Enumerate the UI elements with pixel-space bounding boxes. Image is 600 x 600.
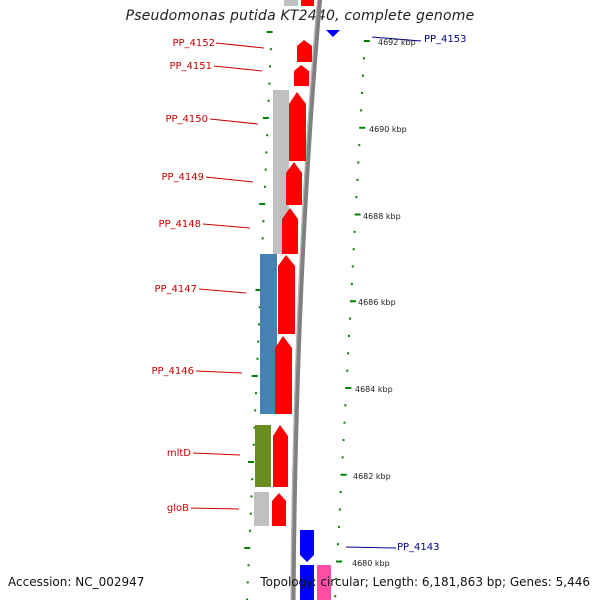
gene-arrow-pp-4147 <box>278 255 295 334</box>
gene-label[interactable]: PP_4146 <box>151 366 194 377</box>
connector-pp-4149 <box>205 176 254 183</box>
connector-pp-4150 <box>209 118 259 125</box>
gene-label[interactable]: PP_4152 <box>172 38 215 49</box>
scale-label: 4684 kbp <box>355 385 393 394</box>
gene-label[interactable]: PP_4153 <box>424 34 467 45</box>
cog-bar-grey <box>284 0 298 6</box>
gene-label[interactable]: PP_4150 <box>165 114 208 125</box>
scale-label: 4682 kbp <box>353 472 391 481</box>
connector-mltd <box>192 452 241 456</box>
gene-fragment-blue <box>300 565 314 600</box>
gene-arrow-pp-4146 <box>275 336 292 414</box>
gene-label[interactable]: PP_4143 <box>397 542 440 553</box>
scale-label: 4680 kbp <box>352 559 390 568</box>
gene-arrow-pp-4152 <box>297 40 312 62</box>
cog-bar-green <box>255 425 271 487</box>
gene-arrow-pp-4149 <box>286 162 302 205</box>
topology-text: Topology: circular; Length: 6,181,863 bp… <box>260 575 590 589</box>
connector-pp-4148 <box>202 223 251 229</box>
gene-label[interactable]: PP_4151 <box>169 61 212 72</box>
connector-glob <box>190 507 240 510</box>
scale-label: 4688 kbp <box>363 212 401 221</box>
scale-label: 4690 kbp <box>369 125 407 134</box>
connector-pp-4151 <box>213 65 263 72</box>
cog-bar-grey <box>273 90 289 254</box>
gene-arrow-pp-4148 <box>282 208 298 254</box>
gene-arrow-mltd <box>273 425 288 487</box>
map-title: Pseudomonas putida KT2440, complete geno… <box>125 8 475 24</box>
scale-label: 4692 kbp <box>378 38 416 47</box>
connector-pp-4147 <box>198 288 247 294</box>
gene-label[interactable]: gloB <box>167 503 189 514</box>
gene-arrow-pp-4151 <box>294 65 309 86</box>
gene-label[interactable]: PP_4149 <box>161 172 204 183</box>
cog-bar-blue <box>260 254 277 414</box>
genome-backbone-highlight <box>290 0 319 600</box>
gene-track-reverse <box>272 0 314 526</box>
gene-track-forward <box>300 30 340 600</box>
connector-pp-4153 <box>371 36 422 42</box>
connector-pp-4146 <box>195 370 243 374</box>
gene-label[interactable]: mltD <box>167 448 191 459</box>
scale-label: 4686 kbp <box>358 298 396 307</box>
cog-track <box>254 0 298 526</box>
gene-arrow-pp-4143 <box>300 530 314 562</box>
genome-backbone <box>290 0 323 600</box>
gene-fragment-pink <box>317 565 331 600</box>
gene-arrow-pp-4150 <box>289 92 306 161</box>
outer-scale-ticks <box>334 40 370 598</box>
scale-labels: 4692 kbp 4690 kbp 4688 kbp 4686 kbp 4684… <box>352 38 416 568</box>
gene-arrow-pp-4153 <box>326 30 340 37</box>
gene-labels-right: PP_4153 PP_4143 <box>397 34 467 553</box>
gene-arrow-glob <box>272 493 286 526</box>
gene-fragment-red <box>301 0 314 6</box>
gene-label[interactable]: PP_4148 <box>158 219 201 230</box>
connector-pp-4143 <box>345 546 397 549</box>
connector-pp-4152 <box>215 42 265 49</box>
cog-bar-grey <box>254 492 269 526</box>
accession-text: Accession: NC_002947 <box>8 575 145 589</box>
label-connectors <box>190 36 422 549</box>
gene-label[interactable]: PP_4147 <box>154 284 197 295</box>
gene-labels-left: PP_4152 PP_4151 PP_4150 PP_4149 PP_4148 … <box>151 38 215 514</box>
